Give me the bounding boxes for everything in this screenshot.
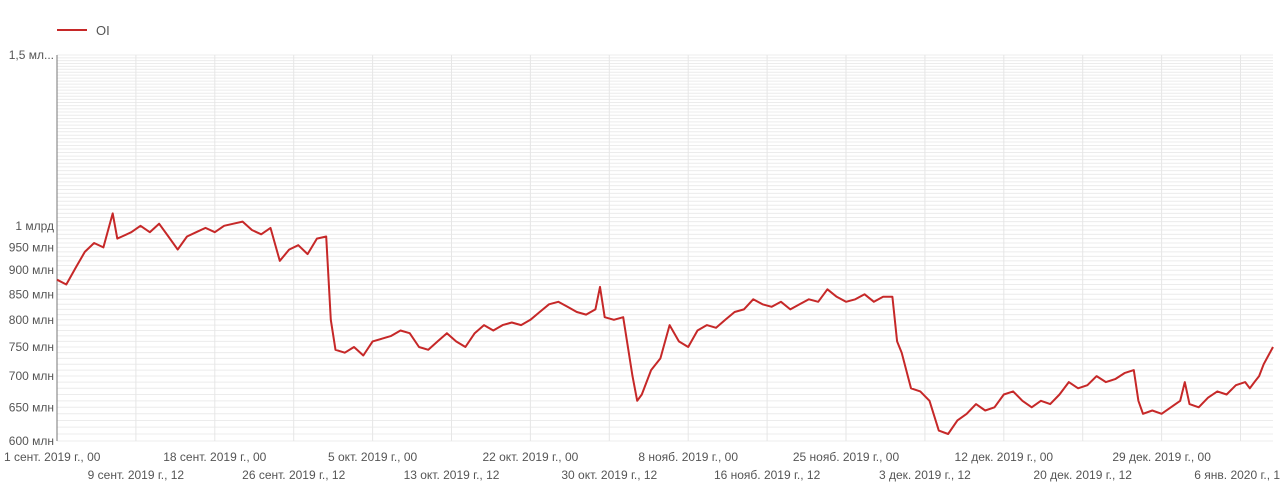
y-tick-label: 1,5 мл... xyxy=(9,48,54,62)
y-tick-label: 1 млрд xyxy=(15,219,54,233)
x-tick-label: 20 дек. 2019 г., 12 xyxy=(1033,468,1132,482)
x-tick-label: 26 сент. 2019 г., 12 xyxy=(242,468,345,482)
x-tick-label: 25 нояб. 2019 г., 00 xyxy=(793,450,900,464)
y-tick-label: 850 млн xyxy=(9,287,54,301)
y-tick-label: 650 млн xyxy=(9,400,54,414)
y-tick-label: 700 млн xyxy=(9,369,54,383)
y-tick-label: 800 млн xyxy=(9,313,54,327)
x-tick-label: 13 окт. 2019 г., 12 xyxy=(404,468,500,482)
series-layer xyxy=(56,212,1274,435)
x-tick-label: 30 окт. 2019 г., 12 xyxy=(561,468,657,482)
x-tick-label: 22 окт. 2019 г., 00 xyxy=(482,450,578,464)
legend: OI xyxy=(57,23,110,38)
x-tick-label: 16 нояб. 2019 г., 12 xyxy=(714,468,821,482)
x-tick-label: 1 сент. 2019 г., 00 xyxy=(4,450,101,464)
y-tick-label: 600 млн xyxy=(9,434,54,448)
y-tick-label: 950 млн xyxy=(9,240,54,254)
x-tick-label: 5 окт. 2019 г., 00 xyxy=(328,450,418,464)
y-tick-label: 900 млн xyxy=(9,263,54,277)
y-tick-label: 750 млн xyxy=(9,340,54,354)
x-tick-label: 3 дек. 2019 г., 12 xyxy=(879,468,971,482)
x-tick-label: 8 нояб. 2019 г., 00 xyxy=(638,450,738,464)
x-tick-label: 18 сент. 2019 г., 00 xyxy=(163,450,266,464)
legend-label: OI xyxy=(96,23,110,38)
series-line-oi xyxy=(56,212,1274,435)
grid xyxy=(56,54,1273,442)
x-tick-label: 9 сент. 2019 г., 12 xyxy=(88,468,185,482)
x-tick-label: 6 янв. 2020 г., 12 xyxy=(1194,468,1280,482)
x-tick-label: 12 дек. 2019 г., 00 xyxy=(955,450,1054,464)
x-tick-label: 29 дек. 2019 г., 00 xyxy=(1112,450,1211,464)
axes: 600 млн 650 млн 700 млн 750 млн 800 млн 850 м… xyxy=(4,48,1280,482)
